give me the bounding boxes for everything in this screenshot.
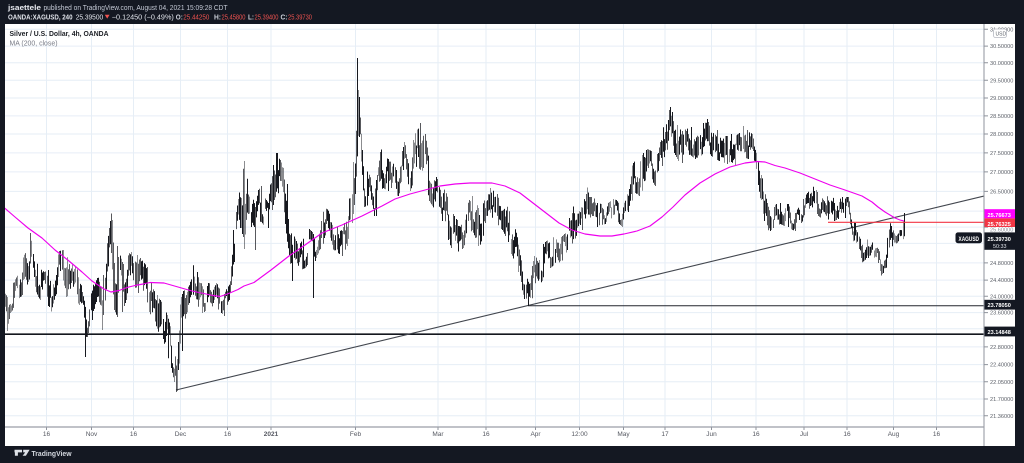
svg-text:16: 16 xyxy=(130,431,138,438)
svg-text:30.00000: 30.00000 xyxy=(990,61,1013,67)
svg-text:published on TradingView.com,: published on TradingView.com, August 04,… xyxy=(44,5,229,12)
svg-text:XAGUSD: XAGUSD xyxy=(959,237,980,243)
svg-text:Apr: Apr xyxy=(530,431,541,438)
svg-text:25.44250: 25.44250 xyxy=(183,14,209,21)
svg-text:16: 16 xyxy=(43,431,51,438)
svg-text:16: 16 xyxy=(843,431,851,438)
svg-text:16: 16 xyxy=(224,431,232,438)
svg-text:28.50000: 28.50000 xyxy=(990,114,1013,120)
svg-text:Dec: Dec xyxy=(175,431,187,438)
svg-text:Silver / U.S. Dollar, 4h, OAND: Silver / U.S. Dollar, 4h, OANDA xyxy=(10,29,110,38)
svg-text:25.39730: 25.39730 xyxy=(988,237,1011,243)
svg-text:25.60000: 25.60000 xyxy=(990,228,1013,234)
svg-text:16: 16 xyxy=(933,431,941,438)
svg-text:−0.12450 (−0.49%): −0.12450 (−0.49%) xyxy=(112,14,174,21)
svg-text:Mar: Mar xyxy=(432,431,444,438)
svg-text:50:33: 50:33 xyxy=(993,244,1007,250)
svg-text:12:00: 12:00 xyxy=(571,431,588,438)
svg-text:USD: USD xyxy=(996,31,1007,37)
svg-text:21.36000: 21.36000 xyxy=(990,414,1013,420)
svg-text:24.00000: 24.00000 xyxy=(990,294,1013,300)
svg-text:jsaettele: jsaettele xyxy=(7,5,41,12)
svg-text:Jun: Jun xyxy=(706,431,717,438)
svg-text:17: 17 xyxy=(661,431,669,438)
svg-text:Nov: Nov xyxy=(86,431,98,438)
svg-text:23.14848: 23.14848 xyxy=(988,330,1011,336)
svg-text:Aug: Aug xyxy=(888,431,900,438)
svg-text:29.50000: 29.50000 xyxy=(990,78,1013,84)
svg-text:27.00000: 27.00000 xyxy=(990,170,1013,176)
svg-text:24.40000: 24.40000 xyxy=(990,278,1013,284)
svg-text:Feb: Feb xyxy=(350,431,362,438)
svg-text:2021: 2021 xyxy=(264,431,279,438)
svg-text:28.00000: 28.00000 xyxy=(990,132,1013,138)
svg-text:29.00000: 29.00000 xyxy=(990,96,1013,102)
svg-text:MA (200, close): MA (200, close) xyxy=(10,41,58,48)
svg-text:May: May xyxy=(617,431,630,438)
svg-text:16: 16 xyxy=(752,431,760,438)
svg-text:27.50000: 27.50000 xyxy=(990,151,1013,157)
svg-text:O:: O: xyxy=(176,14,183,21)
svg-text:25.45800: 25.45800 xyxy=(222,14,246,21)
svg-text:23.78050: 23.78050 xyxy=(988,303,1011,309)
svg-text:30.50000: 30.50000 xyxy=(990,44,1013,50)
svg-text:23.60000: 23.60000 xyxy=(990,311,1013,317)
svg-text:22.40000: 22.40000 xyxy=(990,363,1013,369)
svg-text:C:: C: xyxy=(281,14,288,21)
svg-text:Jul: Jul xyxy=(800,431,809,438)
svg-text:TradingView: TradingView xyxy=(32,449,72,458)
svg-text:25.39400: 25.39400 xyxy=(255,14,279,21)
svg-text:22.80000: 22.80000 xyxy=(990,345,1013,351)
svg-text:24.80000: 24.80000 xyxy=(990,261,1013,267)
svg-text:26.50000: 26.50000 xyxy=(990,190,1013,196)
svg-text:25.76673: 25.76673 xyxy=(988,213,1011,219)
svg-text:16: 16 xyxy=(482,431,490,438)
svg-text:21.70000: 21.70000 xyxy=(990,397,1013,403)
svg-text:H:: H: xyxy=(214,14,221,21)
svg-text:22.05000: 22.05000 xyxy=(990,380,1013,386)
svg-text:L:: L: xyxy=(248,14,254,21)
svg-text:25.76325: 25.76325 xyxy=(988,222,1011,228)
svg-text:25.39730: 25.39730 xyxy=(288,14,312,21)
svg-text:OANDA:XAGUSD, 240: OANDA:XAGUSD, 240 xyxy=(8,14,73,21)
svg-text:25.39500: 25.39500 xyxy=(76,14,104,21)
